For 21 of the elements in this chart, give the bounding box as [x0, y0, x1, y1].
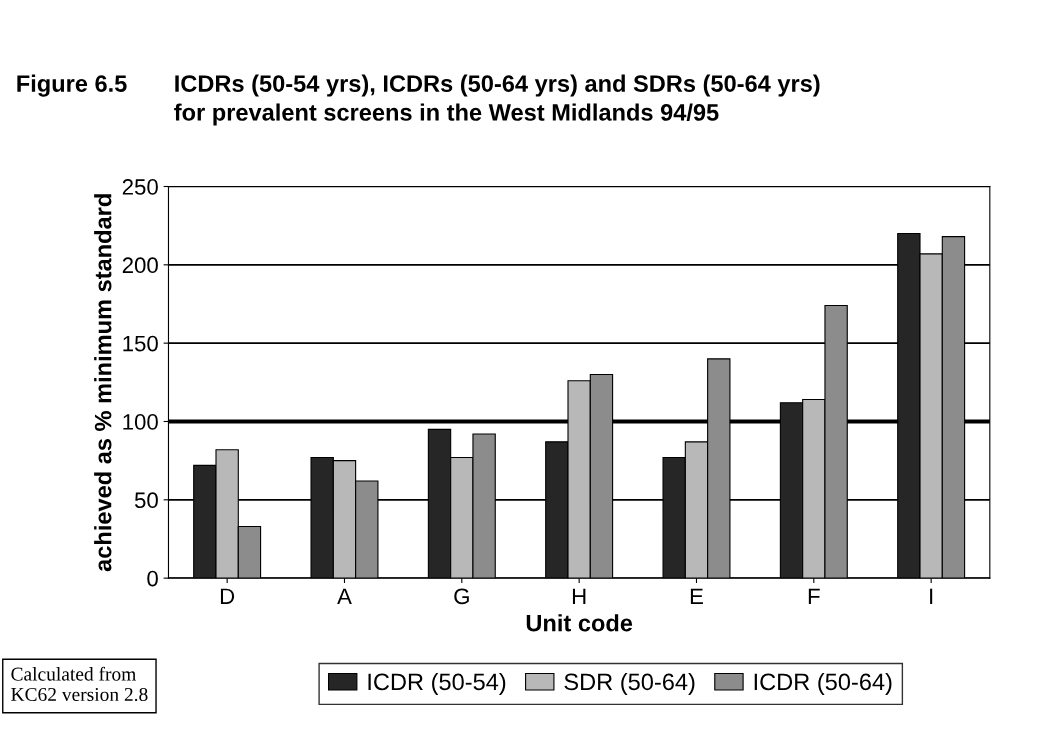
legend-label: SDR (50-64) — [564, 672, 695, 695]
x-tick-label: I — [930, 588, 933, 604]
x-tick-label: A — [337, 588, 352, 604]
legend-label: ICDR (50-54) — [368, 672, 506, 695]
chart-title: Figure 6.5 — [17, 74, 127, 97]
chart-subtitle: ICDRs (50-54 yrs), ICDRs (50-64 yrs) and SDRs (50-64 yrs) for prevalent screens in the West Midlands 94/95 — [174, 74, 820, 126]
y-axis-title: achieved as % minimum standard — [94, 194, 112, 572]
x-tick-label: H — [572, 588, 586, 604]
y-tick-label: 50 — [134, 492, 158, 509]
x-tick-label: E — [690, 588, 703, 604]
y-tick-label: 100 — [123, 414, 158, 430]
x-tick-label: G — [454, 588, 469, 605]
text: Calculated from KC62 version 2.8 — [11, 666, 148, 702]
legend-label: ICDR (50-64) — [754, 672, 892, 695]
y-tick-label: 150 — [123, 335, 158, 352]
x-axis-title: Unit code — [526, 614, 633, 632]
x-tick-label: F — [808, 588, 820, 604]
y-tick-label: 200 — [122, 257, 158, 274]
x-tick-label: D — [220, 588, 235, 604]
y-tick-label: 0 — [147, 570, 158, 587]
y-tick-label: 250 — [122, 179, 158, 195]
